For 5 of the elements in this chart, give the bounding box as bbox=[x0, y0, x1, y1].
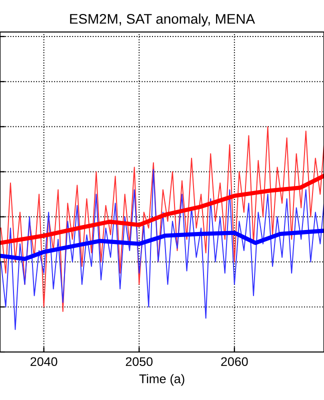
x-tick-label: 2040 bbox=[30, 357, 58, 366]
x-axis-title: Time (a) bbox=[139, 374, 184, 386]
x-tick-label: 2060 bbox=[221, 357, 248, 366]
chart-title: ESM2M, SAT anomaly, MENA bbox=[70, 14, 255, 27]
x-tick-label: 2050 bbox=[126, 357, 153, 366]
